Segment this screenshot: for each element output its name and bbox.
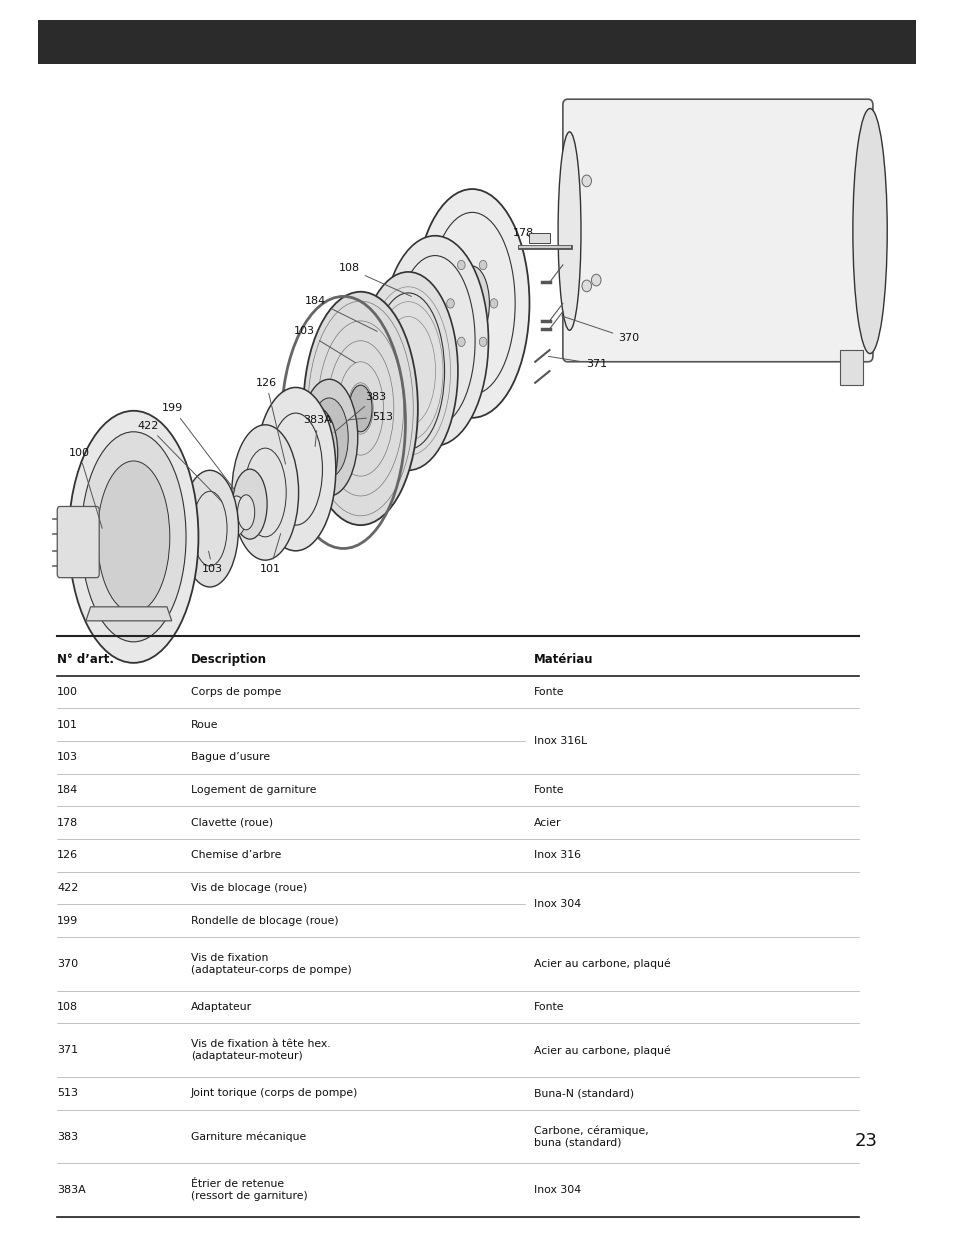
Text: Fonte: Fonte (534, 785, 564, 795)
Text: Chemise d’arbre: Chemise d’arbre (191, 851, 281, 861)
Text: Corps de pompe: Corps de pompe (191, 687, 281, 697)
Ellipse shape (349, 385, 372, 432)
Text: Description: Description (191, 653, 267, 666)
Ellipse shape (558, 132, 580, 330)
Text: Clavette (roue): Clavette (roue) (191, 818, 273, 827)
Text: 383: 383 (57, 1131, 78, 1141)
Text: Vis de fixation à tête hex.
(adaptateur-moteur): Vis de fixation à tête hex. (adaptateur-… (191, 1040, 330, 1061)
Text: Buna-N (standard): Buna-N (standard) (534, 1088, 634, 1098)
Ellipse shape (255, 388, 335, 551)
Text: 100: 100 (69, 448, 102, 529)
Bar (38, 20, 915, 64)
Ellipse shape (381, 236, 488, 446)
Circle shape (478, 337, 486, 347)
Text: 103: 103 (57, 752, 78, 762)
Text: Vis de blocage (roue): Vis de blocage (roue) (191, 883, 307, 893)
Text: Rondelle de blocage (roue): Rondelle de blocage (roue) (191, 916, 338, 926)
Text: 371: 371 (548, 357, 606, 369)
Text: Logement de garniture: Logement de garniture (191, 785, 316, 795)
Text: Acier au carbone, plaqué: Acier au carbone, plaqué (534, 958, 670, 969)
Text: 100: 100 (57, 687, 78, 697)
Text: Bague d’usure: Bague d’usure (191, 752, 270, 762)
Ellipse shape (237, 495, 254, 530)
FancyBboxPatch shape (57, 506, 99, 578)
Ellipse shape (852, 109, 886, 353)
Ellipse shape (310, 398, 348, 477)
Text: Joint torique (corps de pompe): Joint torique (corps de pompe) (191, 1088, 357, 1098)
Ellipse shape (213, 496, 235, 542)
Text: 513: 513 (348, 411, 393, 421)
Text: 23: 23 (854, 1132, 877, 1150)
Text: 178: 178 (513, 228, 534, 238)
Ellipse shape (181, 471, 238, 587)
Text: 199: 199 (162, 404, 234, 490)
Text: Matériau: Matériau (534, 653, 593, 666)
Text: Inox 316: Inox 316 (534, 851, 580, 861)
Text: 199: 199 (57, 916, 78, 926)
Circle shape (446, 299, 454, 308)
Text: 383A: 383A (303, 415, 332, 447)
Ellipse shape (303, 291, 417, 525)
Ellipse shape (419, 308, 450, 373)
Circle shape (457, 337, 465, 347)
Text: 101: 101 (57, 720, 78, 730)
Text: Fonte: Fonte (534, 1002, 564, 1013)
Text: Garniture mécanique: Garniture mécanique (191, 1131, 306, 1142)
Circle shape (581, 280, 591, 291)
Circle shape (457, 261, 465, 269)
Circle shape (490, 299, 497, 308)
Text: Adaptateur: Adaptateur (191, 1002, 252, 1013)
Ellipse shape (358, 272, 457, 471)
Text: Roue: Roue (191, 720, 218, 730)
Bar (529, 233, 550, 243)
Text: 101: 101 (259, 534, 280, 574)
Text: 126: 126 (255, 378, 285, 464)
Text: Fonte: Fonte (534, 687, 564, 697)
Text: Composants de la SFC: Composants de la SFC (62, 35, 245, 49)
Bar (839, 350, 862, 385)
Circle shape (478, 261, 486, 269)
Ellipse shape (455, 266, 489, 341)
Ellipse shape (300, 379, 357, 496)
Text: Inox 304: Inox 304 (534, 899, 580, 909)
Ellipse shape (232, 425, 298, 561)
Text: 422: 422 (137, 421, 222, 503)
Circle shape (581, 175, 591, 186)
Ellipse shape (227, 496, 246, 536)
Text: Acier: Acier (534, 818, 561, 827)
Text: 370: 370 (561, 316, 639, 343)
Text: Acier au carbone, plaqué: Acier au carbone, plaqué (534, 1045, 670, 1056)
Text: 103: 103 (202, 551, 223, 574)
Text: 383A: 383A (57, 1186, 86, 1195)
Text: 108: 108 (338, 263, 411, 296)
Circle shape (591, 274, 600, 287)
Text: 103: 103 (294, 326, 355, 363)
Text: 108: 108 (57, 1002, 78, 1013)
Ellipse shape (292, 406, 337, 499)
FancyBboxPatch shape (562, 99, 872, 362)
Ellipse shape (97, 461, 170, 613)
Text: N° d’art.: N° d’art. (57, 653, 114, 666)
Text: 178: 178 (57, 818, 78, 827)
Text: 126: 126 (57, 851, 78, 861)
Text: 513: 513 (57, 1088, 78, 1098)
Text: 422: 422 (57, 883, 78, 893)
Text: 383: 383 (334, 391, 386, 432)
Text: 371: 371 (57, 1045, 78, 1055)
Text: Carbone, céramique,
buna (standard): Carbone, céramique, buna (standard) (534, 1125, 648, 1147)
Text: Inox 316L: Inox 316L (534, 736, 587, 746)
Text: Vis de fixation
(adaptateur-corps de pompe): Vis de fixation (adaptateur-corps de pom… (191, 953, 352, 974)
Ellipse shape (233, 469, 267, 540)
Ellipse shape (81, 432, 186, 642)
Ellipse shape (415, 189, 529, 417)
Text: 370: 370 (57, 958, 78, 969)
Polygon shape (86, 606, 172, 621)
Text: 184: 184 (305, 296, 376, 331)
Ellipse shape (69, 411, 198, 663)
Text: 184: 184 (57, 785, 78, 795)
Text: Inox 304: Inox 304 (534, 1186, 580, 1195)
Text: Étrier de retenue
(ressort de garniture): Étrier de retenue (ressort de garniture) (191, 1179, 307, 1202)
